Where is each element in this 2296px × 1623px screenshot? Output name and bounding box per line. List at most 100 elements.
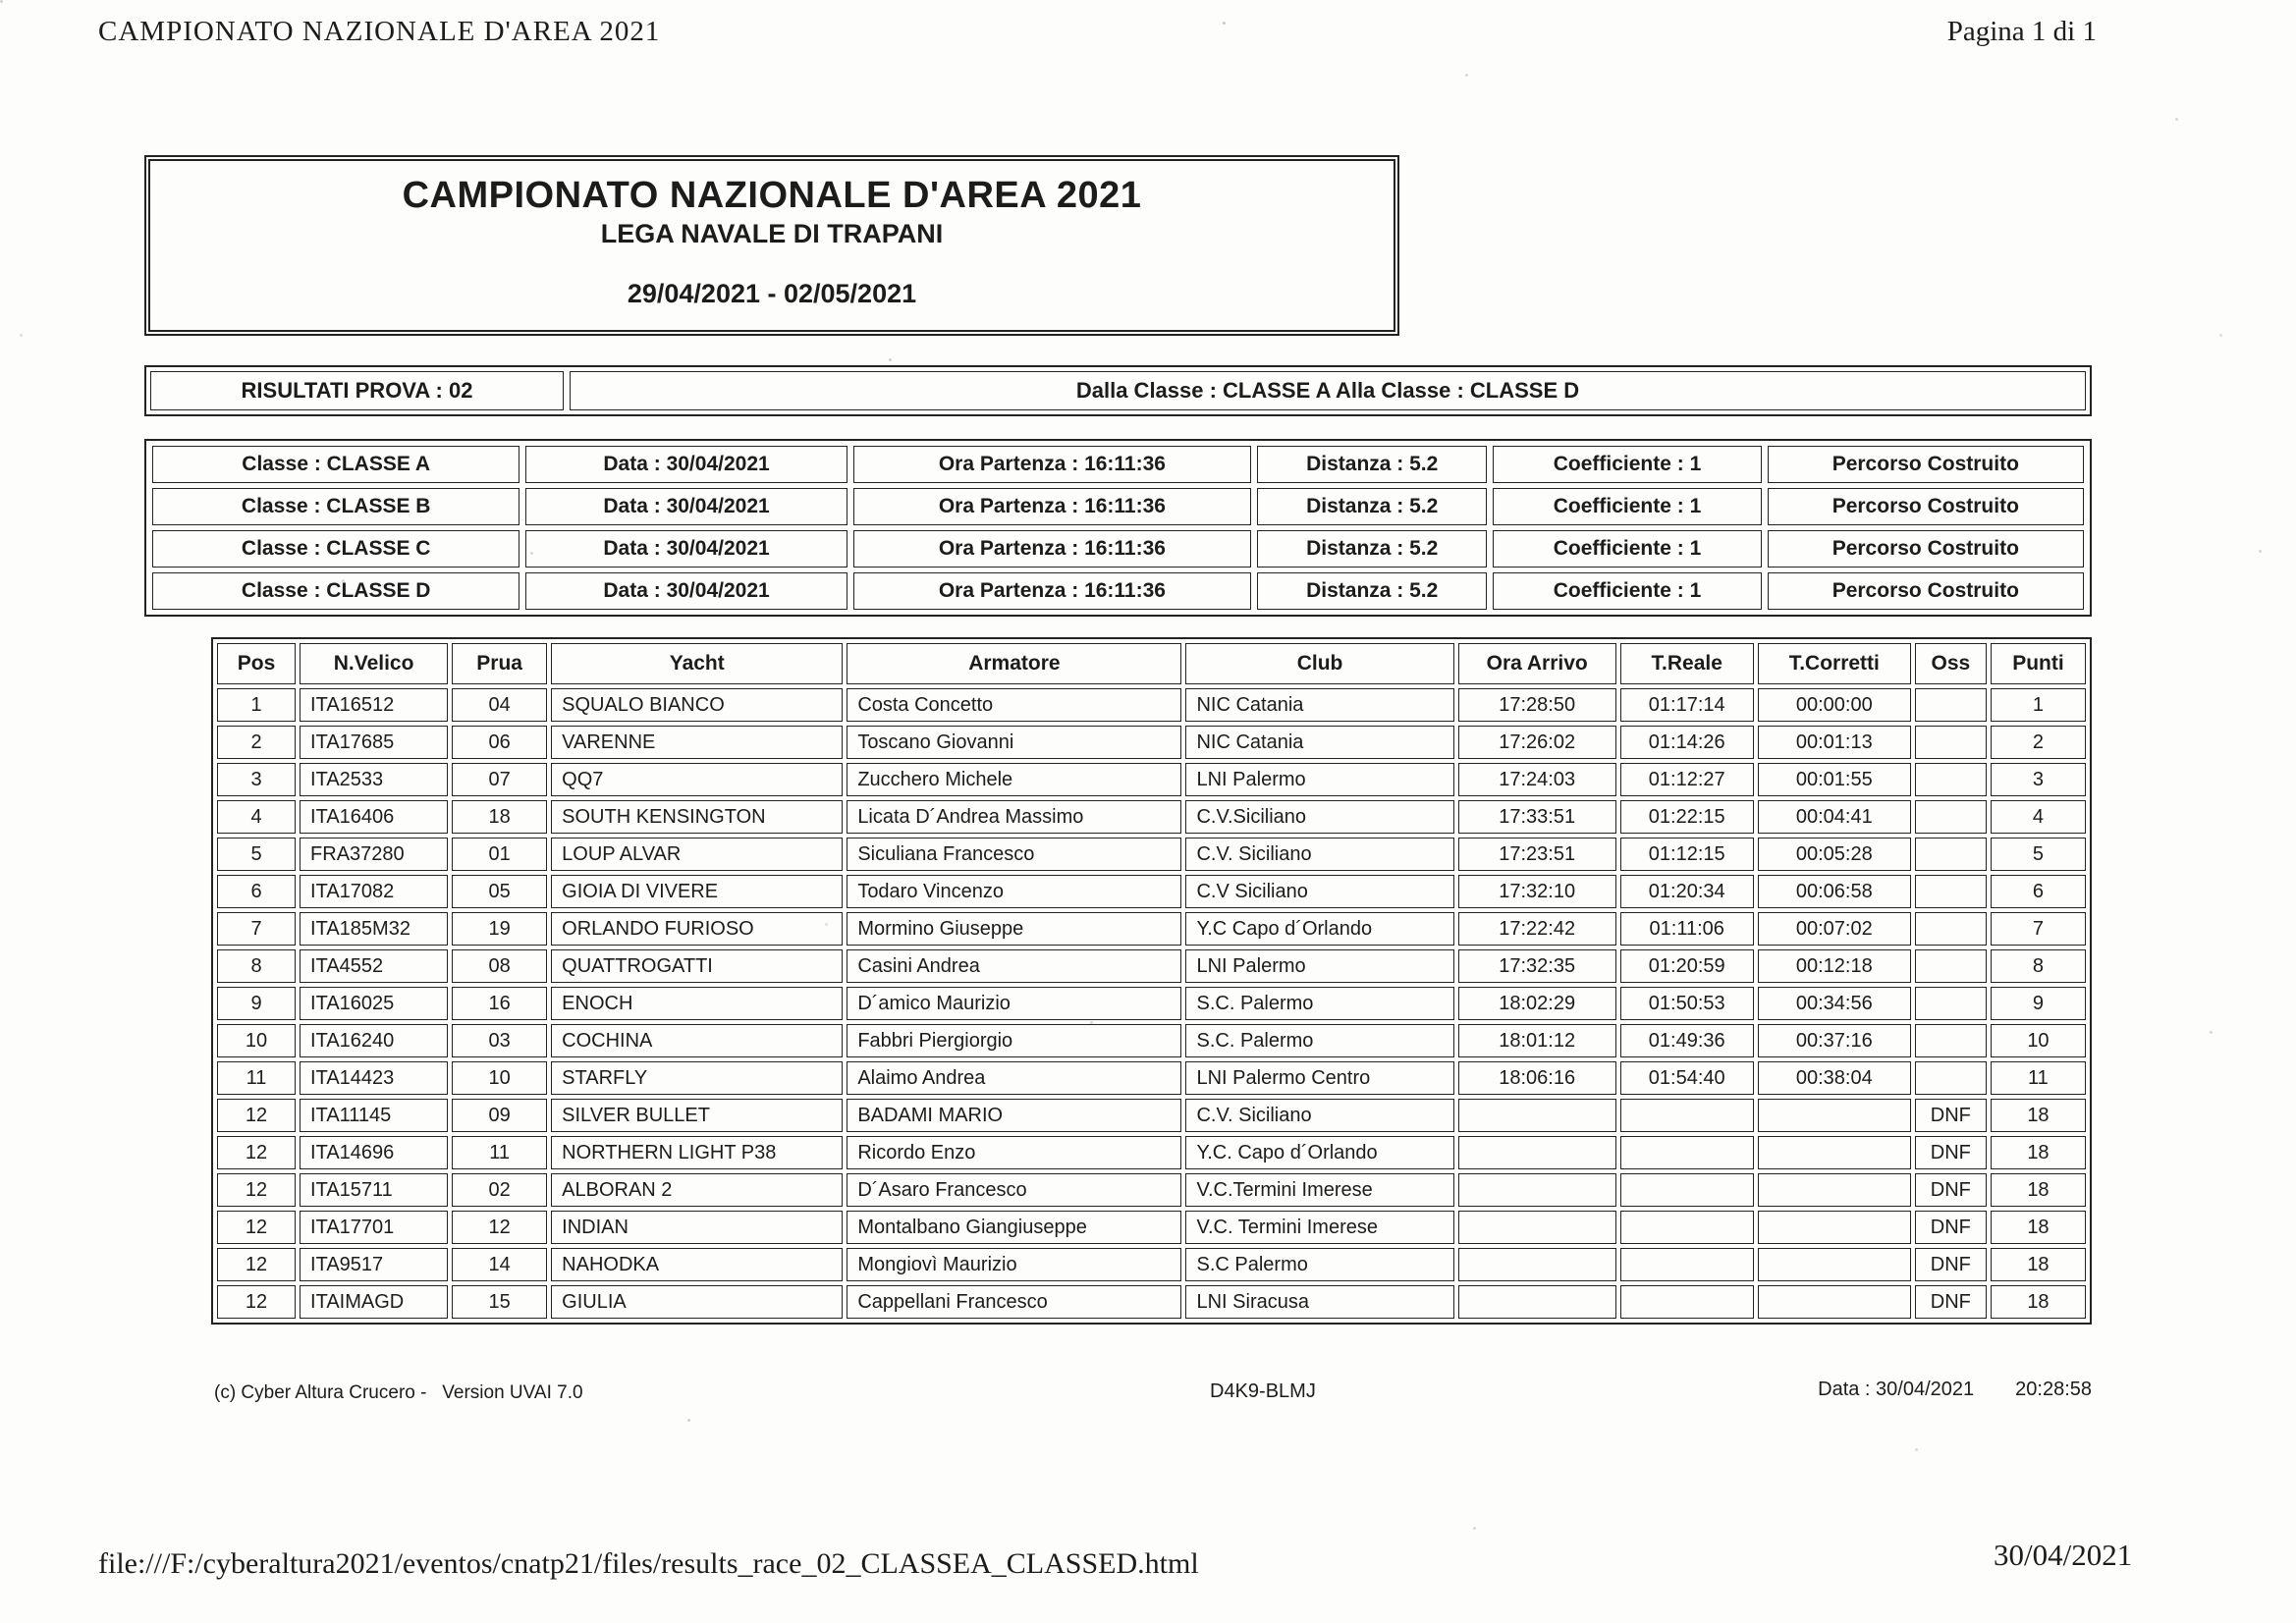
table-cell-prua: 11 — [452, 1136, 548, 1169]
table-cell-club: C.V. Siciliano — [1185, 1099, 1454, 1132]
table-cell-punti: 18 — [1990, 1099, 2086, 1132]
table-cell-punti: 18 — [1990, 1211, 2086, 1244]
results-header-t-corretti: T.Corretti — [1757, 643, 1911, 684]
table-cell-armatore: Montalbano Giangiuseppe — [847, 1211, 1182, 1244]
table-cell-ora-arrivo: 17:28:50 — [1457, 688, 1616, 722]
class-cell-data: Data : 30/04/2021 — [525, 530, 847, 568]
class-cell-distanza: Distanza : 5.2 — [1257, 488, 1488, 525]
table-cell-n-velico: FRA37280 — [300, 838, 449, 871]
table-cell-oss — [1914, 912, 1987, 946]
class-cell-coefficiente: Coefficiente : 1 — [1493, 572, 1762, 610]
report-date: Data : 30/04/2021 — [1818, 1379, 1975, 1400]
print-footer-url: file:///F:/cyberaltura2021/eventos/cnatp… — [98, 1547, 1199, 1580]
table-cell-armatore: Alaimo Andrea — [847, 1061, 1182, 1095]
table-cell-ora-arrivo: 17:33:51 — [1457, 800, 1616, 834]
table-cell-t-reale — [1619, 1173, 1754, 1207]
table-cell-t-reale — [1619, 1285, 1754, 1319]
class-cell-percorso: Percorso Costruito — [1767, 530, 2084, 568]
table-cell-pos: 9 — [217, 987, 297, 1020]
table-cell-t-corretti: 00:38:04 — [1757, 1061, 1911, 1095]
table-cell-prua: 01 — [452, 838, 548, 871]
table-cell-punti: 18 — [1990, 1248, 2086, 1281]
table-cell-prua: 04 — [452, 688, 548, 722]
table-cell-club: S.C. Palermo — [1185, 987, 1454, 1020]
table-cell-t-reale: 01:11:06 — [1619, 912, 1754, 946]
table-cell-n-velico: ITA4552 — [300, 949, 449, 983]
class-cell-classe: Classe : CLASSE D — [152, 572, 520, 610]
table-cell-armatore: Toscano Giovanni — [847, 726, 1182, 759]
table-cell-club: S.C Palermo — [1185, 1248, 1454, 1281]
table-cell-t-corretti — [1757, 1136, 1911, 1169]
race-number-label: RISULTATI PROVA : 02 — [150, 371, 564, 410]
print-header-title: CAMPIONATO NAZIONALE D'AREA 2021 — [98, 16, 661, 47]
table-cell-armatore: Mongiovì Maurizio — [847, 1248, 1182, 1281]
print-footer-date: 30/04/2021 — [1994, 1538, 2133, 1572]
table-cell-pos: 12 — [217, 1248, 297, 1281]
table-cell-yacht: SQUALO BIANCO — [551, 688, 844, 722]
table-cell-pos: 1 — [217, 688, 297, 722]
table-cell-pos: 10 — [217, 1024, 297, 1057]
event-organizer: LEGA NAVALE DI TRAPANI — [600, 219, 944, 248]
table-cell-punti: 5 — [1990, 838, 2086, 871]
table-cell-yacht: COCHINA — [551, 1024, 844, 1057]
class-cell-classe: Classe : CLASSE C — [152, 530, 520, 568]
class-start-table: Classe : CLASSE A Data : 30/04/2021 Ora Pa… — [144, 439, 2092, 617]
table-cell-ora-arrivo — [1457, 1136, 1616, 1169]
results-header-ora-arrivo: Ora Arrivo — [1457, 643, 1616, 684]
table-cell-n-velico: ITA17701 — [300, 1211, 449, 1244]
table-cell-oss: DNF — [1914, 1136, 1987, 1169]
table-cell-n-velico: ITA15711 — [300, 1173, 449, 1207]
table-cell-t-reale: 01:20:34 — [1619, 875, 1754, 908]
table-cell-yacht: STARFLY — [551, 1061, 844, 1095]
table-cell-pos: 2 — [217, 726, 297, 759]
table-cell-punti: 7 — [1990, 912, 2086, 946]
table-cell-club: V.C. Termini Imerese — [1185, 1211, 1454, 1244]
table-cell-ora-arrivo: 18:02:29 — [1457, 987, 1616, 1020]
table-row: 12 ITA11145 09 SILVER BULLET BADAMI MARIO C.V… — [217, 1099, 2086, 1132]
table-cell-club: C.V Siciliano — [1185, 875, 1454, 908]
class-cell-data: Data : 30/04/2021 — [525, 488, 847, 525]
event-title-box: CAMPIONATO NAZIONALE D'AREA 2021 LEGA NA… — [144, 155, 1399, 336]
table-cell-prua: 12 — [452, 1211, 548, 1244]
table-cell-prua: 02 — [452, 1173, 548, 1207]
class-row: Classe : CLASSE A Data : 30/04/2021 Ora Pa… — [152, 446, 2084, 483]
results-header-prua: Prua — [452, 643, 548, 684]
class-cell-ora_partenza: Ora Partenza : 16:11:36 — [852, 488, 1252, 525]
table-cell-n-velico: ITA9517 — [300, 1248, 449, 1281]
class-cell-classe: Classe : CLASSE A — [152, 446, 520, 483]
table-cell-t-reale: 01:14:26 — [1619, 726, 1754, 759]
table-cell-oss — [1914, 987, 1987, 1020]
table-cell-club: C.V. Siciliano — [1185, 838, 1454, 871]
table-cell-armatore: Fabbri Piergiorgio — [847, 1024, 1182, 1057]
table-cell-n-velico: ITA2533 — [300, 763, 449, 796]
table-cell-oss — [1914, 1024, 1987, 1057]
table-cell-ora-arrivo: 17:24:03 — [1457, 763, 1616, 796]
table-cell-n-velico: ITA14423 — [300, 1061, 449, 1095]
class-range-label: Dalla Classe : CLASSE A Alla Classe : CL… — [570, 371, 2086, 410]
table-cell-yacht: GIOIA DI VIVERE — [551, 875, 844, 908]
table-cell-prua: 14 — [452, 1248, 548, 1281]
table-cell-yacht: QQ7 — [551, 763, 844, 796]
table-cell-prua: 05 — [452, 875, 548, 908]
table-cell-armatore: D´Asaro Francesco — [847, 1173, 1182, 1207]
table-cell-t-reale: 01:22:15 — [1619, 800, 1754, 834]
results-header-row: Pos N.Velico Prua Yacht Armatore Club Ora Arri… — [217, 643, 2086, 684]
table-cell-pos: 12 — [217, 1285, 297, 1319]
class-cell-data: Data : 30/04/2021 — [525, 572, 847, 610]
table-row: 11 ITA14423 10 STARFLY Alaimo Andrea LNI Pale… — [217, 1061, 2086, 1095]
event-title: CAMPIONATO NAZIONALE D'AREA 2021 — [402, 175, 1142, 216]
table-cell-t-corretti: 00:06:58 — [1757, 875, 1911, 908]
table-row: 7 ITA185M32 19 ORLANDO FURIOSO Mormino Giuse… — [217, 912, 2086, 946]
table-cell-ora-arrivo: 17:23:51 — [1457, 838, 1616, 871]
table-cell-pos: 5 — [217, 838, 297, 871]
table-cell-yacht: INDIAN — [551, 1211, 844, 1244]
table-cell-prua: 16 — [452, 987, 548, 1020]
table-cell-ora-arrivo — [1457, 1211, 1616, 1244]
table-cell-pos: 12 — [217, 1099, 297, 1132]
table-cell-n-velico: ITA185M32 — [300, 912, 449, 946]
class-cell-distanza: Distanza : 5.2 — [1257, 572, 1488, 610]
table-cell-n-velico: ITAIMAGD — [300, 1285, 449, 1319]
results-header-yacht: Yacht — [551, 643, 844, 684]
table-cell-t-corretti: 00:37:16 — [1757, 1024, 1911, 1057]
table-row: 8 ITA4552 08 QUATTROGATTI Casini Andrea LNI P… — [217, 949, 2086, 983]
